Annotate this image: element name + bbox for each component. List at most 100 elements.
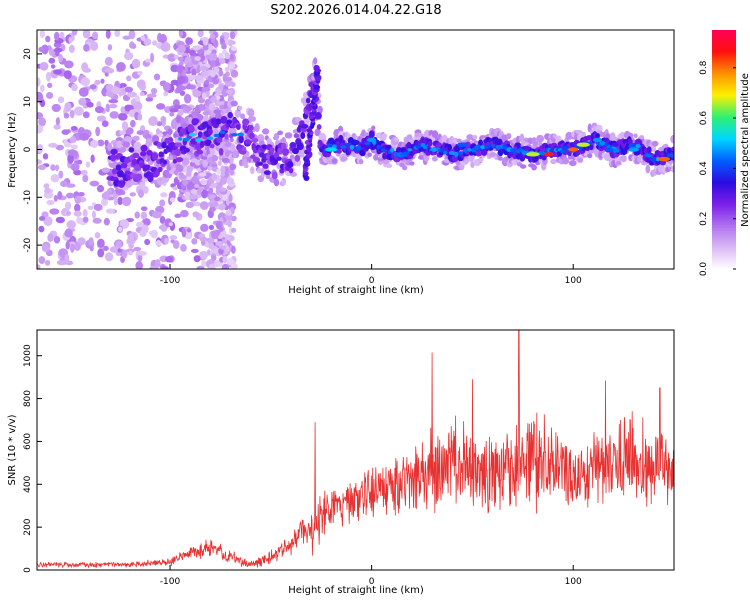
spectrogram-noise-cell <box>186 165 194 173</box>
spectrogram-peak-cell <box>544 152 554 157</box>
spectrogram-noise-cell <box>221 88 229 97</box>
spectrogram-noise-cell <box>82 30 91 39</box>
spectrogram-ridge-cell <box>215 118 222 125</box>
spectrogram-ridge-cell <box>293 133 300 139</box>
spectrogram-noise-cell <box>180 209 189 218</box>
spectrogram-ridge-cell <box>435 142 443 149</box>
spectrogram-noise-cell <box>228 39 233 47</box>
spectrogram-noise-cell <box>159 80 165 87</box>
spectrogram-halo-cell <box>299 149 305 158</box>
spectrogram-noise-cell <box>160 192 168 198</box>
spectrogram-noise-cell <box>177 44 186 54</box>
spectrogram-noise-cell <box>224 234 231 241</box>
spectrogram-ridge-cell <box>224 133 229 140</box>
spectrogram-noise-cell <box>109 246 120 253</box>
colorbar: 0.0 0.2 0.4 0.6 0.8 Normalized spectral ampl… <box>699 30 750 276</box>
spectrogram-noise-cell <box>67 149 77 156</box>
spectrogram-noise-cell <box>45 71 52 82</box>
spectrogram-noise-cell <box>196 188 202 196</box>
snr-series-line <box>36 329 675 569</box>
spectrogram-ridge-cell <box>281 148 290 156</box>
spectrogram-noise-cell <box>224 52 231 60</box>
spectrogram-ridge-cell <box>277 147 283 155</box>
spectrogram-core-cell <box>448 150 455 155</box>
spectrogram-ridge-cell <box>249 132 255 140</box>
spectrogram-ridge-cell <box>263 170 271 176</box>
spectrogram-noise-cell <box>155 259 161 269</box>
spectrogram-noise-cell <box>198 97 205 104</box>
spectrogram-noise-cell <box>199 65 209 72</box>
spectrogram-ytick-label: 0 <box>23 146 33 152</box>
spectrogram-noise-cell <box>167 53 177 62</box>
spectrogram-ridge-cell <box>294 154 301 162</box>
snr-xtick-label: -100 <box>160 577 181 587</box>
spectrogram-noise-cell <box>90 154 95 163</box>
snr-xtick-label: 0 <box>369 577 375 587</box>
spectrogram-ridge-cell <box>257 161 264 166</box>
spectrogram-halo-cell <box>240 113 246 120</box>
spectrogram-noise-cell <box>50 164 56 171</box>
spectrogram-ridge-cell <box>352 140 360 146</box>
spectrogram-noise-cell <box>200 223 209 232</box>
spectrogram-halo-cell <box>123 140 130 148</box>
spectrogram-noise-cell <box>189 194 198 200</box>
spectrogram-ridge-cell <box>118 180 126 185</box>
spectrogram-noise-cell <box>65 241 70 250</box>
spectrogram-noise-cell <box>80 77 90 86</box>
spectrogram-halo-cell <box>609 136 618 141</box>
spectrogram-ridge-cell <box>273 158 279 165</box>
spectrogram-ridge-cell <box>235 124 241 130</box>
spectrogram-ridge-cell <box>116 152 123 158</box>
spectrogram-noise-cell <box>126 75 132 82</box>
spectrogram-core-cell <box>631 143 637 149</box>
spectrogram-noise-cell <box>132 101 143 111</box>
spectrogram-noise-cell <box>177 109 184 116</box>
spectrogram-halo-cell <box>221 157 230 163</box>
spectrogram-noise-cell <box>92 217 102 224</box>
spectrogram-halo-cell <box>620 155 627 163</box>
spectrogram-noise-cell <box>137 113 143 121</box>
spectrogram-core-cell <box>415 144 422 149</box>
spectrogram-noise-cell <box>78 87 89 97</box>
spectrogram-peak-cell <box>576 142 590 147</box>
spectrogram-ridge-cell <box>140 144 148 152</box>
spectrogram-noise-cell <box>192 45 202 50</box>
spectrogram-noise-cell <box>104 56 113 66</box>
spectrogram-halo-cell <box>218 153 224 161</box>
spectrogram-noise-cell <box>101 192 110 200</box>
spectrogram-noise-cell <box>64 102 72 113</box>
spectrogram-halo-cell <box>449 135 455 143</box>
spectrogram-ridge-cell <box>162 160 168 165</box>
spectrogram-ridge-cell <box>120 162 128 169</box>
spectrogram-ridge-cell <box>279 168 285 174</box>
spectrogram-noise-cell <box>93 203 103 211</box>
spectrogram-ridge-cell <box>595 132 600 139</box>
spectrogram-ridge-cell <box>296 142 304 151</box>
spectrogram-halo-cell <box>371 125 376 131</box>
spectrogram-noise-cell <box>70 144 78 150</box>
spectrogram-noise-cell <box>230 245 236 254</box>
spectrogram-noise-cell <box>225 89 234 94</box>
spectrogram-halo-cell <box>587 153 593 159</box>
spectrogram-noise-cell <box>124 51 134 61</box>
spectrogram-noise-cell <box>43 216 53 227</box>
spectrogram-halo-cell <box>181 157 190 166</box>
spectrogram-ridge-cell <box>209 143 215 149</box>
spectrogram-noise-cell <box>109 111 119 119</box>
spectrogram-halo-cell <box>229 137 234 143</box>
spectrogram-ridge-cell <box>288 167 294 174</box>
spectrogram-halo-cell <box>651 146 657 153</box>
spectrogram-halo-cell <box>358 158 364 165</box>
spectrogram-halo-cell <box>139 181 146 189</box>
spectrogram-noise-cell <box>104 252 114 262</box>
spectrogram-ridge-cell <box>183 147 190 153</box>
spectrogram-noise-cell <box>194 56 201 61</box>
spectrogram-noise-cell <box>197 30 204 38</box>
spectrogram-noise-cell <box>137 254 143 262</box>
spectrogram-core-cell <box>467 148 473 152</box>
spectrogram-noise-cell <box>231 227 237 233</box>
spectrogram-noise-cell <box>213 196 221 202</box>
spectrogram-noise-cell <box>143 38 152 46</box>
